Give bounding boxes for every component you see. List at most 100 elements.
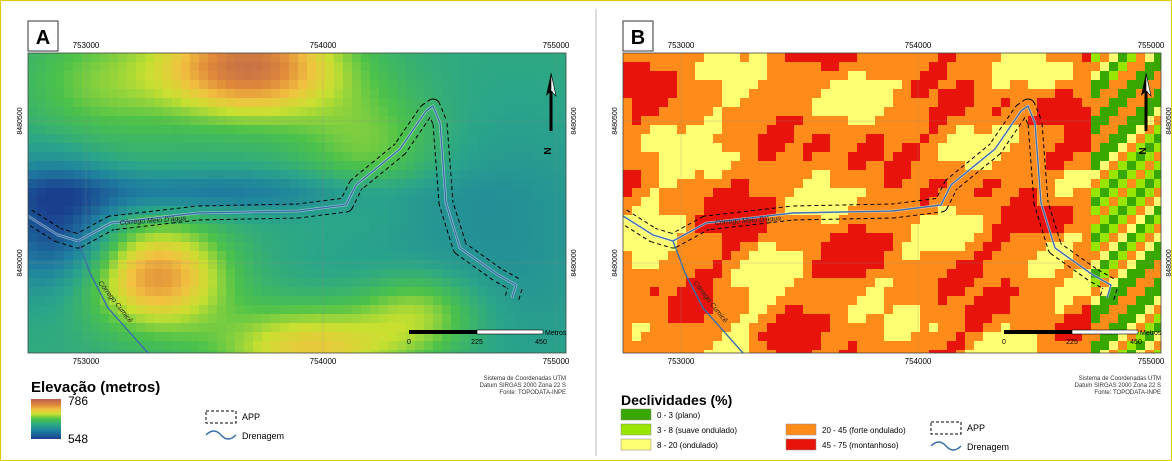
raster-cell <box>983 188 993 198</box>
raster-cell <box>424 53 434 63</box>
raster-cell <box>550 287 560 297</box>
raster-cell <box>64 287 74 297</box>
raster-cell <box>893 332 903 342</box>
raster-cell <box>965 80 975 90</box>
raster-cell <box>668 251 678 261</box>
raster-cell <box>911 161 921 171</box>
raster-cell <box>298 224 308 234</box>
raster-cell <box>64 80 74 90</box>
credit: Sistema de Coordenadas UTM <box>484 376 566 382</box>
raster-cell <box>100 350 110 360</box>
raster-cell <box>406 215 416 225</box>
raster-cell <box>848 188 858 198</box>
raster-cell <box>911 188 921 198</box>
raster-cell <box>397 323 407 333</box>
raster-cell <box>974 242 984 252</box>
raster-cell <box>46 341 56 351</box>
raster-cell <box>749 98 759 108</box>
raster-cell <box>199 314 209 324</box>
raster-cell <box>686 161 696 171</box>
raster-cell <box>938 350 948 360</box>
raster-cell <box>334 323 344 333</box>
raster-cell <box>920 170 930 180</box>
raster-cell <box>767 269 777 279</box>
raster-cell <box>758 161 768 171</box>
raster-cell <box>208 233 218 243</box>
raster-cell <box>749 170 759 180</box>
raster-cell <box>1028 62 1038 72</box>
raster-cell <box>974 350 984 360</box>
raster-cell <box>127 53 137 63</box>
raster-cell <box>424 89 434 99</box>
raster-cell <box>325 161 335 171</box>
raster-cell <box>911 251 921 261</box>
raster-cell <box>91 206 101 216</box>
raster-cell <box>731 53 741 63</box>
north-label: N <box>1138 147 1149 154</box>
raster-cell <box>523 89 533 99</box>
raster-cell <box>307 161 317 171</box>
raster-cell <box>938 278 948 288</box>
legend-swatch <box>786 424 816 435</box>
raster-cell <box>974 296 984 306</box>
raster-cell <box>1118 224 1128 234</box>
raster-cell <box>496 188 506 198</box>
x-coord-top: 753000 <box>73 41 100 50</box>
raster-cell <box>920 53 930 63</box>
raster-cell <box>974 260 984 270</box>
raster-cell <box>190 224 200 234</box>
raster-cell <box>172 152 182 162</box>
raster-cell <box>298 350 308 360</box>
raster-cell <box>650 305 660 315</box>
raster-cell <box>785 332 795 342</box>
raster-cell <box>100 332 110 342</box>
raster-cell <box>767 152 777 162</box>
raster-cell <box>722 98 732 108</box>
raster-cell <box>469 116 479 126</box>
raster-cell <box>740 260 750 270</box>
raster-cell <box>145 134 155 144</box>
raster-cell <box>352 62 362 72</box>
raster-cell <box>893 170 903 180</box>
raster-cell <box>334 107 344 117</box>
raster-cell <box>253 152 263 162</box>
raster-cell <box>983 278 993 288</box>
raster-cell <box>1082 89 1092 99</box>
raster-cell <box>262 323 272 333</box>
raster-cell <box>650 89 660 99</box>
raster-cell <box>190 233 200 243</box>
raster-cell <box>1109 350 1119 360</box>
raster-cell <box>235 170 245 180</box>
raster-cell <box>469 278 479 288</box>
raster-cell <box>478 62 488 72</box>
raster-cell <box>947 305 957 315</box>
legend-app-swatch <box>931 422 961 434</box>
raster-cell <box>983 350 993 360</box>
raster-cell <box>758 278 768 288</box>
raster-cell <box>397 170 407 180</box>
raster-cell <box>424 161 434 171</box>
raster-cell <box>406 269 416 279</box>
raster-cell <box>73 53 83 63</box>
raster-cell <box>740 80 750 90</box>
raster-cell <box>397 206 407 216</box>
raster-cell <box>415 278 425 288</box>
raster-cell <box>37 134 47 144</box>
raster-cell <box>1154 134 1164 144</box>
raster-cell <box>713 53 723 63</box>
raster-cell <box>803 89 813 99</box>
panel-label: A <box>36 27 50 49</box>
raster-cell <box>64 98 74 108</box>
raster-cell <box>37 89 47 99</box>
raster-cell <box>632 341 642 351</box>
raster-cell <box>758 170 768 180</box>
raster-cell <box>181 71 191 81</box>
raster-cell <box>514 242 524 252</box>
raster-cell <box>55 278 65 288</box>
raster-cell <box>352 71 362 81</box>
raster-cell <box>496 170 506 180</box>
raster-cell <box>1154 215 1164 225</box>
raster-cell <box>623 242 633 252</box>
raster-cell <box>109 107 119 117</box>
raster-cell <box>415 269 425 279</box>
